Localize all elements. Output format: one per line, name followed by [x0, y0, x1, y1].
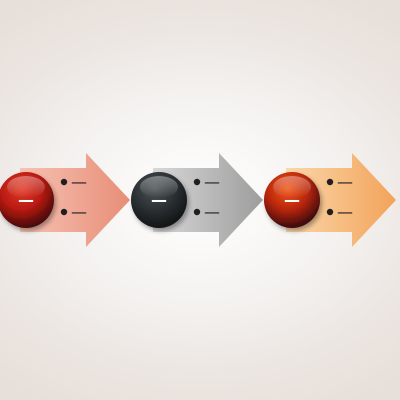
circle-gloss — [7, 176, 45, 198]
bullet-dot — [60, 178, 68, 186]
bullet-text: — — [204, 173, 220, 192]
bullet-dot — [326, 208, 334, 216]
circle-gloss — [273, 176, 311, 198]
bullet-dot — [60, 208, 68, 216]
bullet-text: — — [71, 173, 87, 192]
process-step: — — — — [131, 153, 263, 247]
circle-label: — — [284, 191, 300, 210]
process-step: — — — — [0, 153, 130, 247]
bullet-text: — — [71, 203, 87, 222]
bullet-dot — [326, 178, 334, 186]
bullet-text: — — [337, 173, 353, 192]
arrow-shape — [20, 153, 130, 247]
process-steps: — — — — — — — — — — [0, 153, 396, 247]
bullet-dot — [193, 208, 201, 216]
process-step: — — — — [264, 153, 396, 247]
arrow-shape — [153, 153, 263, 247]
bullet-dot — [193, 178, 201, 186]
bullet-text: — — [337, 203, 353, 222]
arrow-shape — [286, 153, 396, 247]
circle-label: — — [18, 191, 34, 210]
circle-gloss — [140, 176, 178, 198]
circle-label: — — [151, 191, 167, 210]
bullet-text: — — [204, 203, 220, 222]
